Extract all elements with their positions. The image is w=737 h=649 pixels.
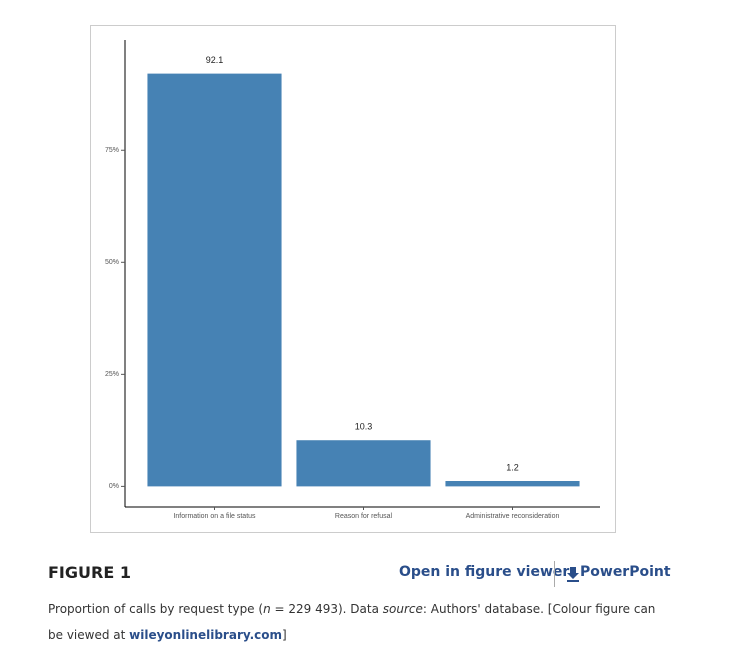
x-tick-label: Information on a file status [173, 513, 256, 520]
powerpoint-link[interactable]: PowerPoint [580, 564, 671, 580]
caption-text: ] [282, 628, 287, 642]
caption-text: Proportion of calls by request type ( [48, 602, 264, 616]
bar [445, 481, 580, 487]
caption-text: = 229 493). Data [270, 602, 383, 616]
data-label: 1.2 [506, 462, 519, 472]
caption-italic: n [263, 602, 271, 616]
y-tick-label: 75% [105, 147, 119, 154]
chart: 0% 25% 50% 75% Information on a file status 9… [90, 25, 616, 533]
caption: Proportion of calls by request type (n =… [48, 596, 668, 648]
x-tick-label: Reason for refusal [335, 513, 393, 520]
figure-label: FIGURE 1 [48, 563, 131, 582]
data-label: 92.1 [206, 55, 224, 65]
y-tick-label: 50% [105, 259, 119, 266]
caption-text: : Authors' database. [Colour figure can … [48, 602, 656, 642]
bar [296, 440, 431, 487]
download-icon[interactable] [566, 567, 580, 583]
caption-italic: source [382, 602, 423, 616]
y-tick-label: 0% [109, 483, 119, 490]
caption-link[interactable]: wileyonlinelibrary.com [129, 628, 282, 642]
data-label: 10.3 [355, 422, 373, 432]
separator [554, 561, 555, 587]
y-tick-label: 25% [105, 371, 119, 378]
figure-viewer-link[interactable]: Open in figure viewer [399, 564, 570, 580]
bar [147, 73, 282, 487]
x-tick-label: Administrative reconsideration [466, 513, 560, 520]
